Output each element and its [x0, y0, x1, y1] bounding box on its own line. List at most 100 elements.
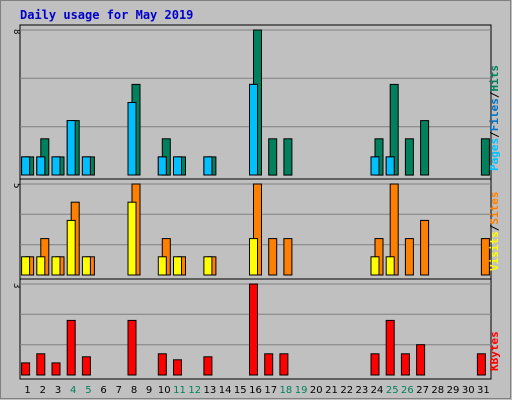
bar-kbytes-day-27: [416, 344, 426, 376]
legend-kbytes: KBytes: [488, 331, 501, 371]
day-label-1: 1: [24, 385, 30, 396]
bar-visits-day-3: [51, 256, 61, 276]
bar-visits-day-13: [203, 256, 213, 276]
legend-separator: /: [488, 91, 501, 98]
day-label-6: 6: [100, 385, 106, 396]
bar-visits-day-1: [21, 256, 31, 276]
bar-kbytes-day-25: [385, 319, 395, 376]
bar-sites-day-18: [283, 238, 293, 276]
bar-sites-day-17: [268, 238, 278, 276]
day-label-15: 15: [234, 385, 247, 396]
bar-kbytes-day-18: [279, 353, 289, 376]
legend-item-hits: Hits: [488, 65, 501, 92]
bar-pages-day-4: [66, 120, 76, 176]
bar-pages-day-16: [249, 83, 258, 176]
bar-kbytes-day-17: [264, 353, 274, 376]
bar-pages-day-2: [36, 156, 46, 176]
day-label-8: 8: [131, 385, 137, 396]
day-label-27: 27: [416, 385, 429, 396]
bar-sites-day-27: [420, 219, 430, 276]
bar-sites-day-31: [480, 238, 490, 276]
bar-kbytes-day-13: [203, 356, 213, 376]
bar-visits-day-8: [127, 201, 137, 276]
day-label-9: 9: [146, 385, 152, 396]
y-max-label: 5: [11, 183, 21, 188]
bar-visits-day-10: [157, 256, 167, 276]
y-max-label: 8: [11, 29, 21, 34]
bar-visits-day-2: [36, 256, 46, 276]
legend-sites-visits: Visits/Sites: [488, 192, 501, 272]
day-label-10: 10: [158, 385, 171, 396]
bar-visits-day-25: [385, 256, 395, 276]
day-label-24: 24: [371, 385, 384, 396]
bar-kbytes-day-1: [21, 362, 31, 376]
bar-kbytes-day-8: [127, 319, 137, 376]
day-label-30: 30: [462, 385, 475, 396]
bar-pages-day-10: [157, 156, 167, 176]
legend-separator: /: [488, 224, 501, 231]
day-label-19: 19: [295, 385, 308, 396]
panel-kbytes: 3 KBytes: [11, 278, 501, 380]
bar-visits-day-16: [249, 238, 258, 276]
bar-kbytes-day-5: [81, 356, 91, 376]
day-label-29: 29: [447, 385, 460, 396]
bar-hits-day-26: [404, 138, 414, 176]
legend-item-files: Files: [488, 98, 501, 131]
day-label-16: 16: [249, 385, 262, 396]
bar-visits-day-5: [81, 256, 91, 276]
day-label-14: 14: [219, 385, 232, 396]
bar-kbytes-day-26: [400, 353, 410, 376]
bar-visits-day-4: [66, 219, 76, 276]
bar-pages-day-24: [370, 156, 380, 176]
bar-pages-day-25: [385, 156, 395, 176]
day-label-12: 12: [188, 385, 201, 396]
day-label-20: 20: [310, 385, 323, 396]
bar-kbytes-day-16: [249, 283, 258, 376]
bar-visits-day-11: [173, 256, 182, 276]
day-label-18: 18: [280, 385, 293, 396]
legend-item-sites: Sites: [488, 192, 501, 225]
day-axis: 1 2 3 4 5 6 7 8 9 10 11 12 13 14 15 16 17 18 19 20 21 22 23 24 2…: [24, 385, 489, 396]
panel-sites-visits: 5 Visits/Sites: [11, 178, 501, 280]
bar-visits-day-24: [370, 256, 380, 276]
day-label-4: 4: [70, 385, 76, 396]
bar-kbytes-day-4: [66, 319, 76, 376]
day-label-2: 2: [40, 385, 46, 396]
day-label-28: 28: [431, 385, 444, 396]
bar-pages-day-11: [173, 156, 182, 176]
day-label-31: 31: [477, 385, 490, 396]
day-label-13: 13: [204, 385, 217, 396]
bar-kbytes-day-31: [476, 353, 486, 376]
bar-sites-day-26: [404, 238, 414, 276]
bar-kbytes-day-24: [370, 353, 380, 376]
legend-item-kbytes: KBytes: [488, 331, 501, 371]
bar-hits-day-17: [268, 138, 278, 176]
bar-pages-day-13: [203, 156, 213, 176]
bar-hits-day-27: [420, 120, 430, 176]
bar-pages-day-1: [21, 156, 31, 176]
y-max-label: 3: [11, 283, 21, 288]
bar-pages-day-5: [81, 156, 91, 176]
legend-separator: /: [488, 131, 501, 138]
day-label-5: 5: [85, 385, 91, 396]
bar-kbytes-day-10: [157, 353, 167, 376]
legend-hits-files-pages: Pages/Files/Hits: [488, 65, 501, 171]
bar-hits-day-18: [283, 138, 293, 176]
day-label-23: 23: [356, 385, 369, 396]
legend-item-pages: Pages: [488, 138, 501, 171]
day-label-21: 21: [325, 385, 338, 396]
chart-title: Daily usage for May 2019: [20, 8, 193, 22]
bar-kbytes-day-2: [36, 353, 46, 376]
bar-kbytes-day-3: [51, 362, 61, 376]
day-label-7: 7: [116, 385, 122, 396]
bar-pages-day-8: [127, 102, 137, 176]
bar-pages-day-3: [51, 156, 61, 176]
day-label-25: 25: [386, 385, 399, 396]
day-label-26: 26: [401, 385, 414, 396]
bar-kbytes-day-11: [173, 359, 182, 376]
legend-item-visits: Visits: [488, 231, 501, 271]
